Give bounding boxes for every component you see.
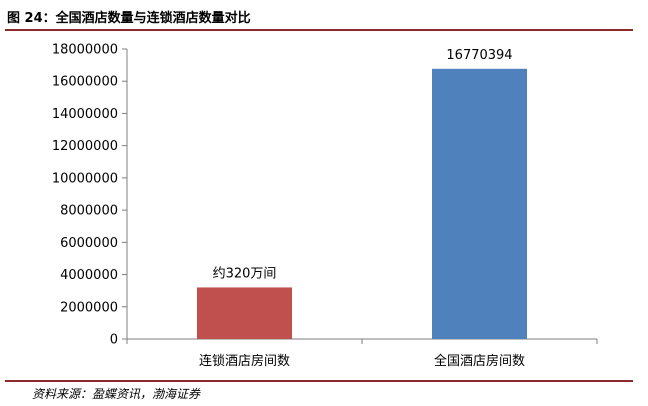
bar (197, 287, 292, 339)
y-tick-label: 8000000 (60, 204, 118, 219)
top-rule (5, 29, 633, 31)
category-label: 全国酒店房间数 (434, 353, 525, 369)
bottom-rule (5, 380, 633, 382)
y-tick-label: 12000000 (52, 139, 118, 154)
data-label: 16770394 (446, 48, 512, 63)
y-tick-label: 6000000 (60, 236, 118, 251)
y-tick-label: 16000000 (52, 75, 118, 90)
figure-title: 图 24：全国酒店数量与连锁酒店数量对比 (7, 11, 251, 26)
y-tick-label: 18000000 (52, 43, 118, 58)
y-tick-label: 0 (110, 333, 118, 348)
bar-chart: 0 2000000 4000000 6000000 8000000 10000000 120… (52, 43, 598, 369)
source-note: 资料来源：盈蝶资讯，渤海证券 (32, 387, 201, 401)
y-tick-label: 14000000 (52, 107, 118, 122)
y-tick-label: 4000000 (60, 268, 118, 283)
category-label: 连锁酒店房间数 (199, 353, 290, 369)
y-tick-label: 2000000 (60, 300, 118, 315)
y-tick-label: 10000000 (52, 171, 118, 186)
data-label: 约320万间 (213, 266, 277, 281)
bar (432, 68, 527, 340)
